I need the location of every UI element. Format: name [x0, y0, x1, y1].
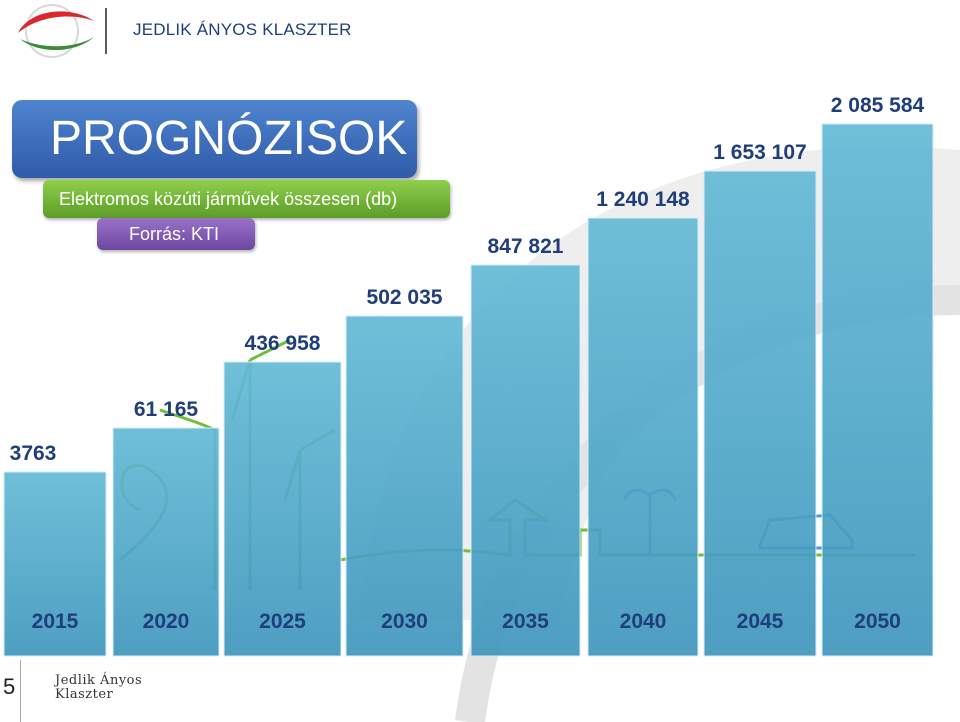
- page-number: 5: [3, 674, 16, 699]
- slide-subtitle: Elektromos közúti járművek összesen (db): [43, 180, 450, 218]
- category-label-2015: 2015: [32, 610, 79, 633]
- value-label-2020: 61 165: [134, 398, 199, 421]
- bar-2050: [821, 123, 934, 657]
- logo-red-swoosh: [18, 11, 94, 33]
- cluster-logo: [18, 4, 94, 58]
- bar-2045: [703, 170, 817, 657]
- category-label-2035: 2035: [502, 610, 549, 633]
- bar-2025: [223, 361, 342, 657]
- footer-divider: [20, 660, 21, 722]
- category-label-2025: 2025: [259, 610, 306, 633]
- footer-logo-line1: Jedlik Ányos: [55, 673, 143, 688]
- category-label-2045: 2045: [737, 610, 784, 633]
- logo-green-swoosh: [20, 37, 94, 51]
- bar-2040: [587, 217, 699, 657]
- category-label-2030: 2030: [381, 610, 428, 633]
- value-label-2025: 436 958: [245, 332, 321, 355]
- category-label-2040: 2040: [620, 610, 667, 633]
- category-label-2050: 2050: [854, 610, 901, 633]
- footer-logo: Jedlik Ányos Klaszter: [55, 674, 142, 702]
- bar-2035: [470, 264, 581, 657]
- value-label-2015: 3763: [10, 442, 57, 465]
- bar-2015: [3, 471, 107, 657]
- footer-logo-line2: Klaszter: [55, 687, 114, 702]
- logo-circle: [25, 4, 79, 58]
- header-divider: [105, 8, 107, 54]
- bar-2020: [112, 427, 220, 657]
- bar-2030: [345, 315, 464, 657]
- value-label-2030: 502 035: [367, 286, 443, 309]
- source-label: Forrás: KTI: [97, 218, 255, 250]
- organization-name: JEDLIK ÁNYOS KLASZTER: [133, 20, 352, 39]
- value-label-2050: 2 085 584: [831, 94, 925, 117]
- category-label-2020: 2020: [143, 610, 190, 633]
- value-label-2040: 1 240 148: [596, 188, 690, 211]
- value-label-2045: 1 653 107: [713, 141, 806, 164]
- slide-title: PROGNÓZISOK: [12, 100, 417, 178]
- value-label-2035: 847 821: [488, 235, 564, 258]
